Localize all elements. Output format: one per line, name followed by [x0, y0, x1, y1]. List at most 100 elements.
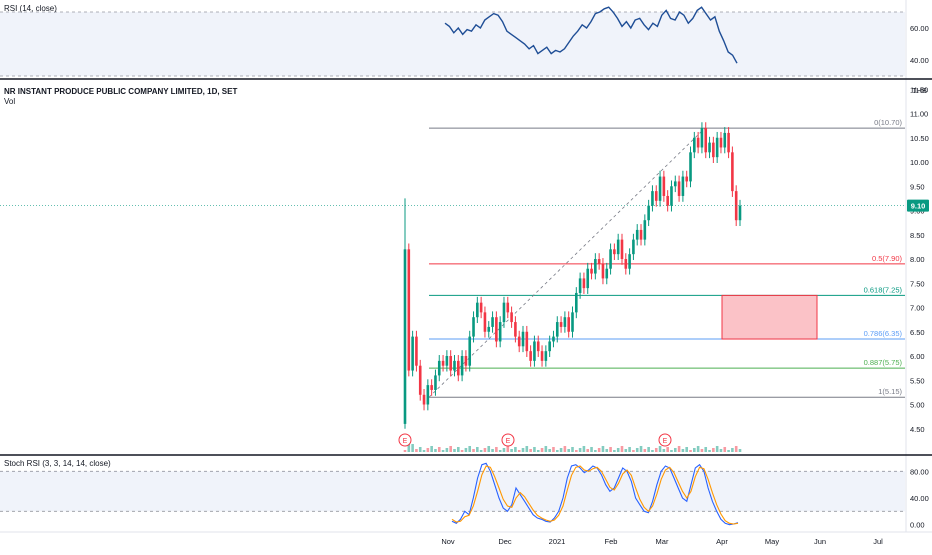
candle-body — [731, 152, 734, 192]
volume-bar — [685, 447, 689, 452]
volume-bar — [415, 449, 418, 452]
volume-bar — [719, 449, 723, 452]
time-tick-label: Apr — [716, 537, 728, 546]
price-tick-label: 9.50 — [910, 182, 925, 191]
volume-bar — [586, 449, 590, 452]
volume-bar — [578, 448, 582, 452]
stoch-tick-label: 0.00 — [910, 521, 925, 530]
volume-bar — [731, 448, 734, 452]
rsi-band — [0, 12, 905, 76]
candle-body — [472, 317, 475, 337]
candle-body — [590, 268, 593, 274]
time-tick-label: Jun — [814, 537, 826, 546]
volume-bar — [555, 450, 559, 452]
candle-body — [613, 249, 616, 255]
candle-body — [521, 331, 525, 347]
candle-body — [708, 142, 711, 153]
volume-bar — [403, 450, 407, 452]
volume-bar — [464, 448, 468, 452]
volume-bar — [677, 446, 681, 452]
candle-body — [635, 229, 639, 240]
volume-bar — [506, 446, 510, 452]
volume-bar — [521, 448, 525, 452]
candle-body — [559, 322, 563, 327]
candle-body — [605, 268, 609, 279]
time-tick-label: Nov — [441, 537, 455, 546]
candle-body — [544, 351, 548, 361]
candle-body — [426, 385, 430, 405]
candle-body — [479, 302, 483, 313]
candle-body — [654, 191, 658, 201]
volume-bar — [635, 448, 639, 452]
fib-level-label: 0.786(6.35) — [864, 329, 903, 338]
time-tick-label: Feb — [605, 537, 618, 546]
volume-bar — [563, 446, 567, 452]
volume-bar — [658, 446, 662, 452]
candle-body — [575, 292, 578, 313]
stoch-title: Stoch RSI (3, 3, 14, 14, close) — [4, 459, 111, 468]
volume-bar — [624, 449, 628, 452]
last-price-tag — [907, 199, 929, 212]
volume-bar — [643, 449, 647, 452]
volume-bar — [510, 449, 513, 452]
candle-body — [715, 137, 719, 158]
candle-body — [540, 351, 544, 361]
volume-bar — [476, 447, 479, 452]
candle-body — [498, 322, 502, 342]
volume-bar — [571, 447, 574, 452]
volume-bar — [620, 446, 624, 452]
candle-body — [422, 394, 426, 405]
time-tick-label: 2021 — [549, 537, 566, 546]
volume-bar — [704, 447, 708, 452]
price-tick-label: 6.00 — [910, 352, 925, 361]
candle-body — [689, 152, 692, 182]
rsi-line — [444, 6, 738, 64]
candle-body — [685, 176, 689, 182]
candle-body — [506, 302, 510, 313]
volume-bar — [689, 450, 692, 452]
candle-body — [468, 336, 472, 366]
price-tick-label: 4.50 — [910, 425, 925, 434]
candle-body — [643, 220, 647, 240]
volume-bar — [491, 449, 494, 452]
volume-bar — [453, 449, 456, 452]
volume-bar — [613, 450, 616, 452]
volume-bar — [548, 449, 551, 452]
volume-bar — [437, 447, 441, 452]
fib-level-label: 0.618(7.25) — [864, 285, 903, 294]
candle-body — [460, 356, 464, 376]
candle-body — [411, 336, 414, 371]
fib-level-label: 0.5(7.90) — [872, 254, 903, 263]
stoch-line-d — [451, 465, 739, 525]
volume-bar — [445, 448, 449, 452]
candle-body — [502, 302, 506, 323]
volume-bar — [712, 448, 715, 452]
candle-body — [491, 317, 494, 327]
time-tick-label: Jul — [873, 537, 883, 546]
volume-bar — [411, 444, 414, 452]
candle-body — [658, 176, 662, 201]
candle-body — [495, 317, 498, 342]
volume-bar — [426, 448, 430, 452]
candle-body — [696, 137, 700, 148]
time-axis: Nov Dec 2021 Feb Mar Apr May Jun Jul — [441, 537, 883, 546]
earnings-marker-label: E — [403, 438, 408, 445]
candle-body — [700, 128, 704, 148]
volume-bar — [456, 447, 460, 452]
price-tick-label: 5.00 — [910, 401, 925, 410]
candle-body — [525, 331, 529, 352]
volume-bar — [449, 446, 452, 452]
stoch-tick-label: 80.00 — [910, 467, 929, 476]
time-tick-label: Mar — [656, 537, 669, 546]
price-tick-label: 11.00 — [910, 110, 928, 119]
volume-bar — [590, 447, 593, 452]
volume-bar — [681, 449, 685, 452]
volume-bar — [639, 446, 643, 452]
volume-bar — [670, 450, 673, 452]
volume-bar — [430, 446, 433, 452]
currency-label: THB — [912, 86, 927, 95]
price-tick-label: 11.50 — [910, 85, 928, 94]
candle-body — [651, 191, 654, 206]
volume-bar — [654, 448, 658, 452]
